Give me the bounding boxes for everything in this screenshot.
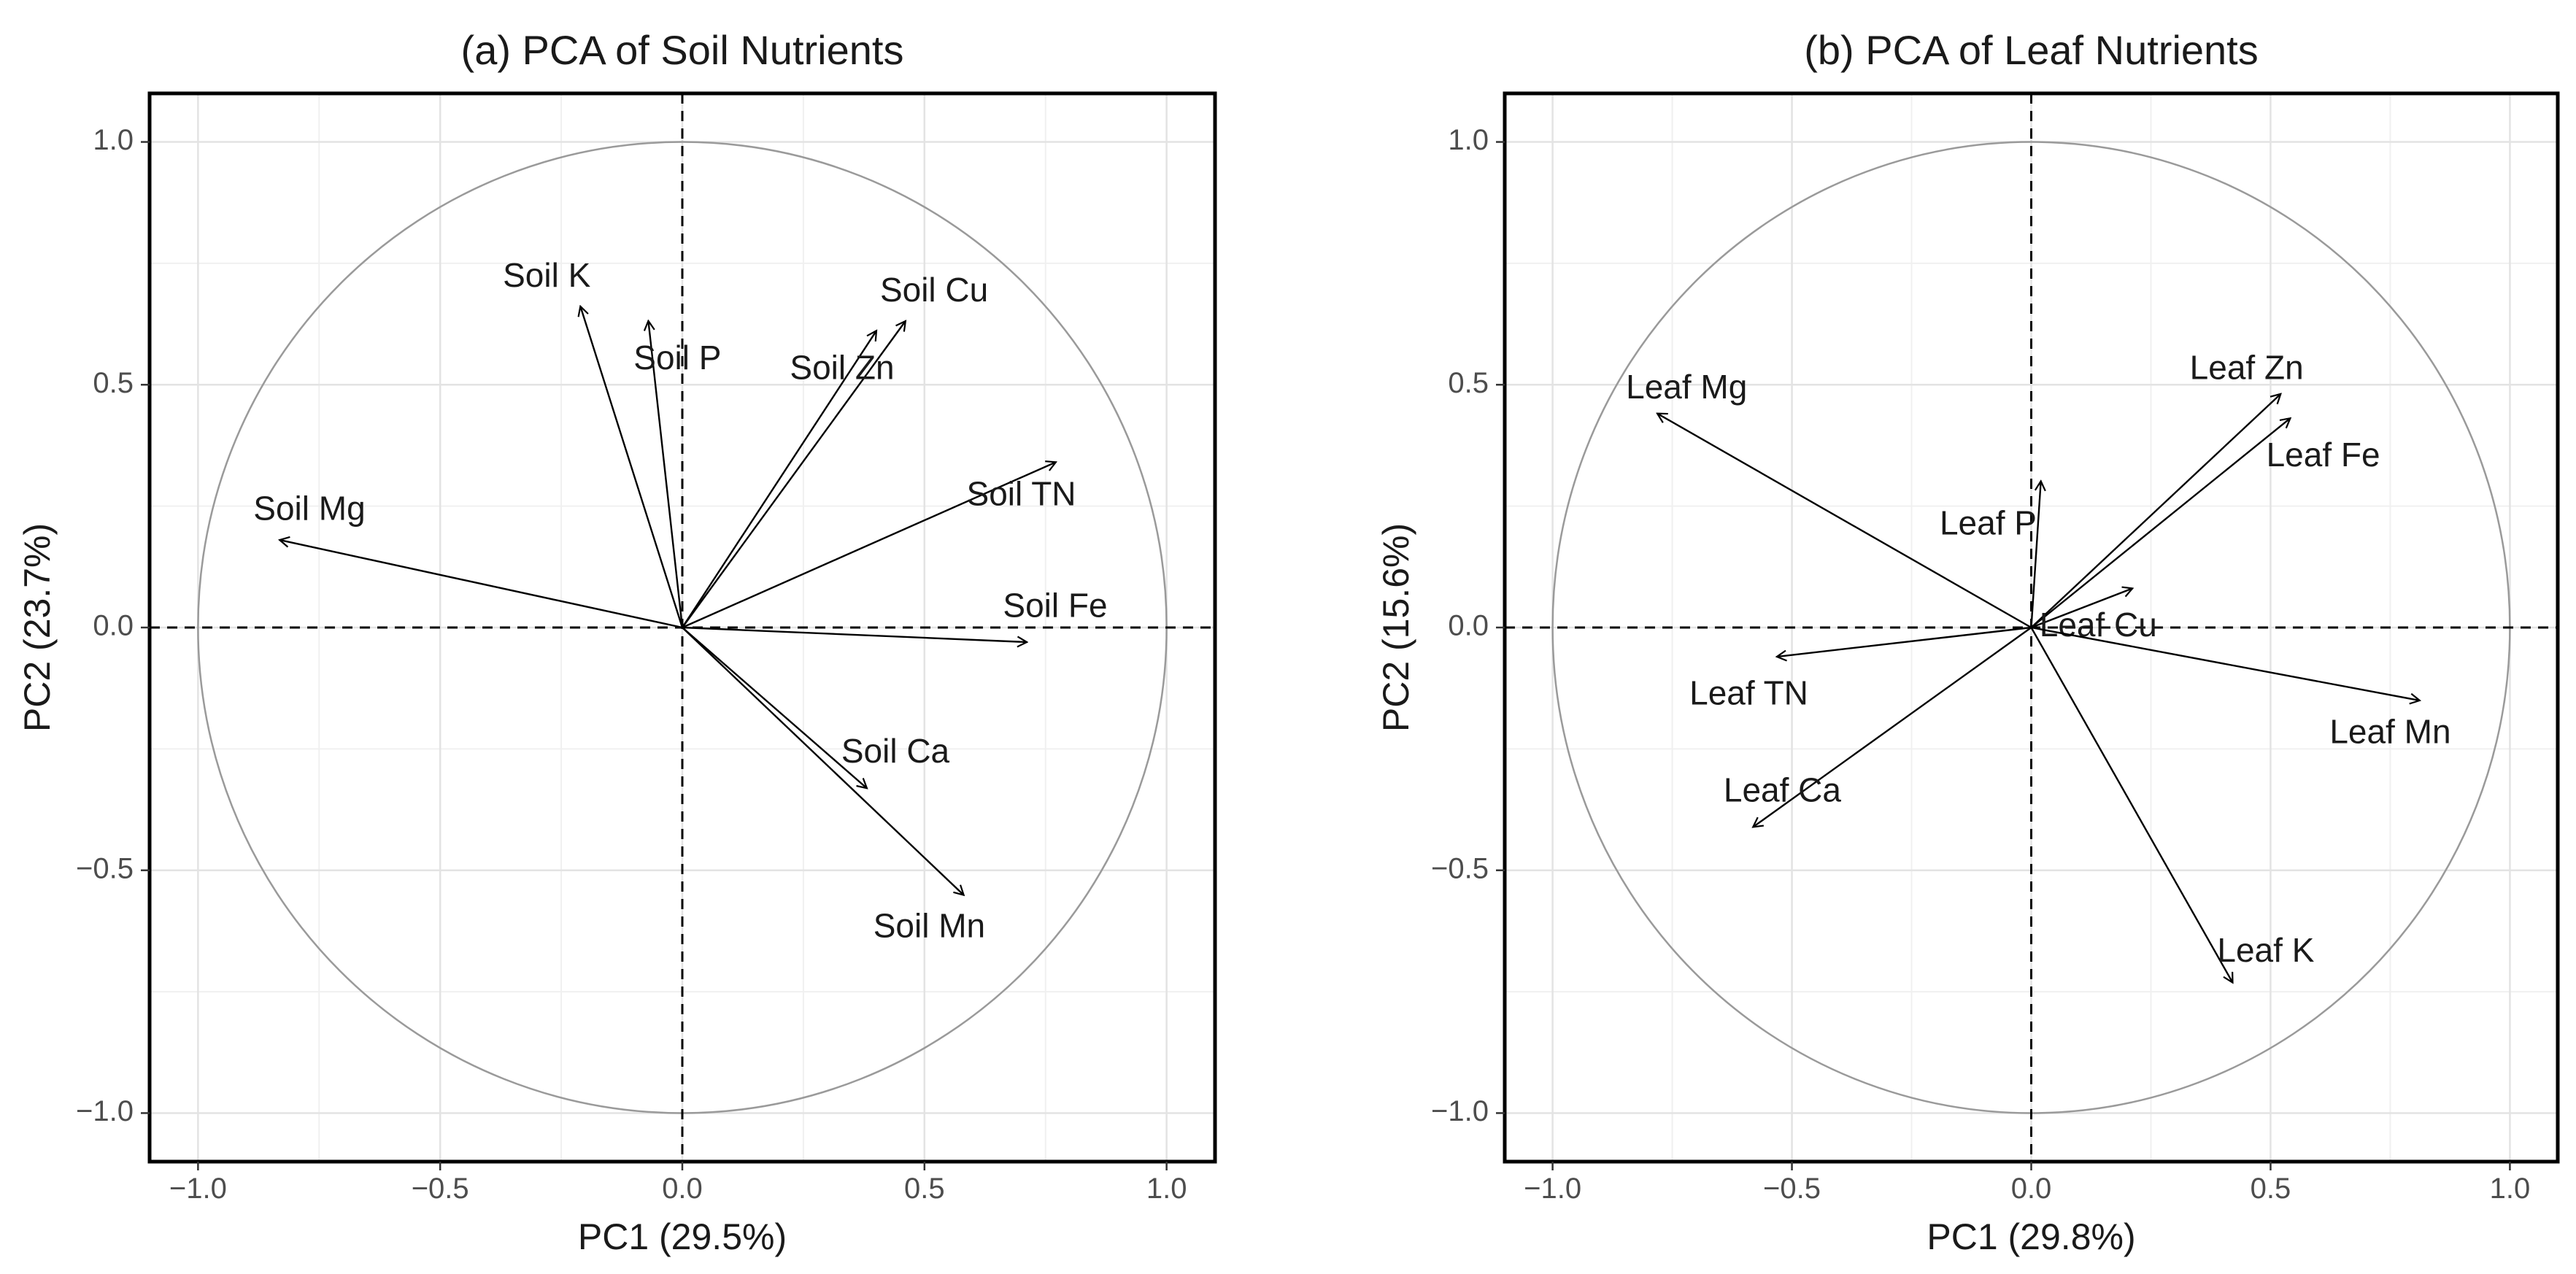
loading-label-soil-ca: Soil Ca [841, 732, 950, 770]
loading-label-leaf-zn: Leaf Zn [2190, 348, 2304, 386]
loading-label-soil-mg: Soil Mg [253, 489, 365, 527]
y-tick-label: 1.0 [93, 124, 134, 156]
x-tick-label: −0.5 [412, 1173, 469, 1205]
y-axis-title: PC2 (23.7%) [17, 523, 58, 732]
loading-arrow-soil-fe [682, 626, 1026, 642]
loading-label-soil-mn: Soil Mn [874, 907, 985, 945]
y-tick-label: 0.5 [93, 367, 134, 399]
x-tick-label: −0.5 [1763, 1173, 1821, 1205]
loading-arrow-leaf-mg [1658, 414, 2032, 629]
loading-label-leaf-cu: Leaf Cu [2040, 606, 2157, 644]
y-tick-label: 0.5 [1448, 367, 1489, 399]
loading-label-leaf-mn: Leaf Mn [2329, 713, 2450, 751]
chart-title: (b) PCA of Leaf Nutrients [1804, 27, 2259, 73]
y-tick-label: 0.0 [93, 610, 134, 642]
x-tick-label: 0.5 [2251, 1173, 2291, 1205]
y-tick-label: −1.0 [1431, 1095, 1489, 1127]
x-tick-label: −1.0 [169, 1173, 227, 1205]
y-tick-label: 1.0 [1448, 124, 1489, 156]
loading-arrow-soil-p [649, 322, 684, 628]
x-tick-label: −1.0 [1524, 1173, 1581, 1205]
loading-arrow-leaf-p [2030, 482, 2041, 628]
x-axis-title: PC1 (29.8%) [1927, 1216, 2135, 1257]
panel-leaf: Leaf Mg Leaf Zn Leaf Fe Leaf P Leaf Cu Leaf T… [1376, 27, 2560, 1257]
panel-soil: Soil K Soil P Soil Cu Soil Zn Soil TN Soil Mg… [17, 27, 1217, 1257]
loading-arrow-soil-zn [681, 331, 876, 628]
loading-label-soil-cu: Soil Cu [880, 271, 988, 309]
loading-label-leaf-ca: Leaf Ca [1724, 771, 1842, 808]
loading-label-soil-tn: Soil TN [967, 474, 1076, 512]
loading-label-leaf-k: Leaf K [2217, 931, 2314, 969]
loading-arrow-leaf-zn [2030, 395, 2280, 628]
loading-arrow-leaf-tn [1778, 626, 2032, 657]
chart-title: (a) PCA of Soil Nutrients [461, 27, 904, 73]
loading-label-leaf-mg: Leaf Mg [1626, 368, 1747, 406]
loading-label-soil-fe: Soil Fe [1003, 587, 1107, 625]
loading-label-leaf-p: Leaf P [1940, 503, 2037, 541]
loading-arrow-soil-mg [280, 540, 683, 629]
x-tick-label: 0.0 [662, 1173, 703, 1205]
loading-label-soil-k: Soil K [503, 256, 590, 294]
loading-arrow-soil-tn [682, 463, 1055, 629]
y-axis-title: PC2 (15.6%) [1376, 523, 1416, 732]
x-tick-label: 1.0 [1146, 1173, 1187, 1205]
loading-label-leaf-fe: Leaf Fe [2267, 436, 2380, 474]
y-tick-label: −0.5 [76, 852, 134, 884]
x-tick-label: 1.0 [2490, 1173, 2531, 1205]
loading-label-leaf-tn: Leaf TN [1689, 673, 1808, 711]
loading-arrow-soil-cu [682, 322, 905, 628]
loading-arrow-leaf-mn [2031, 626, 2419, 700]
loading-label-soil-p: Soil P [633, 339, 721, 377]
loading-arrow-leaf-k [2030, 627, 2232, 982]
loading-arrow-soil-mn [682, 627, 963, 895]
loading-label-soil-zn: Soil Zn [790, 348, 894, 386]
y-tick-label: −0.5 [1431, 852, 1489, 884]
x-tick-label: 0.0 [2011, 1173, 2052, 1205]
y-tick-label: −1.0 [76, 1095, 134, 1127]
x-axis-title: PC1 (29.5%) [578, 1216, 787, 1257]
loading-arrow-leaf-fe [2030, 419, 2290, 628]
x-tick-label: 0.5 [904, 1173, 945, 1205]
loading-arrow-soil-ca [682, 627, 866, 788]
y-tick-label: 0.0 [1448, 610, 1489, 642]
loading-arrow-leaf-cu [2031, 589, 2132, 629]
loading-arrow-leaf-ca [1754, 627, 2032, 827]
loading-arrow-soil-k [581, 307, 684, 628]
